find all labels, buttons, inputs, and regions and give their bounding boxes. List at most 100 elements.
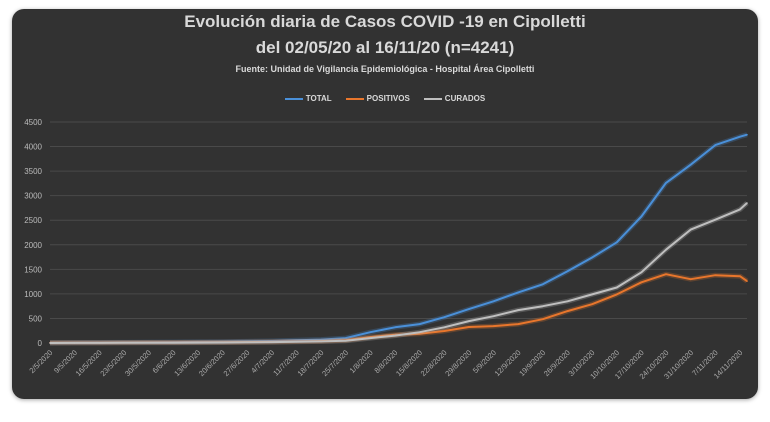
data-point-positivos [468, 326, 470, 328]
data-point-positivos [665, 273, 667, 276]
data-point-curados [542, 305, 544, 307]
data-point-total [689, 163, 692, 166]
data-point-total [369, 331, 372, 333]
data-point-curados [49, 342, 51, 344]
legend: TOTAL POSITIVOS CURADOS [0, 94, 770, 103]
series-glow-total [49, 132, 748, 346]
data-point-curados [172, 341, 175, 344]
y-tick-label: 0 [38, 339, 43, 348]
data-point-curados [566, 300, 569, 303]
y-tick-label: 4000 [24, 143, 42, 152]
data-point-total [468, 308, 470, 310]
x-tick-label: 30/5/2020 [123, 348, 153, 378]
data-point-curados [640, 271, 643, 274]
data-point-curados [443, 326, 446, 329]
legend-label: TOTAL [305, 94, 332, 103]
data-point-positivos [418, 332, 421, 335]
x-tick-label: 29/8/2020 [443, 348, 473, 378]
data-point-positivos [615, 293, 618, 296]
legend-item-curados: CURADOS [423, 94, 486, 103]
data-point-total [591, 256, 593, 259]
data-point-total [746, 133, 748, 136]
data-point-total [542, 283, 544, 286]
data-point-curados [591, 293, 593, 296]
series-glow-positivos [49, 271, 749, 346]
data-point-curados [320, 340, 322, 343]
chart-panel [12, 9, 758, 399]
data-point-curados [739, 208, 741, 211]
series-line-curados [49, 202, 748, 344]
data-point-curados [517, 309, 519, 311]
data-point-positivos [517, 323, 519, 325]
legend-label: CURADOS [444, 94, 486, 103]
series-line-total [49, 133, 748, 344]
data-point-curados [689, 228, 692, 231]
data-point-curados [344, 339, 347, 342]
data-point-curados [73, 342, 76, 344]
data-point-curados [98, 342, 101, 344]
data-point-curados [468, 320, 470, 322]
data-point-positivos [492, 325, 495, 327]
data-point-curados [221, 341, 224, 344]
data-point-positivos [591, 303, 593, 306]
data-point-total [739, 135, 741, 138]
data-point-curados [197, 341, 199, 344]
y-tick-label: 1500 [24, 265, 42, 274]
y-tick-label: 3000 [24, 192, 42, 201]
data-point-positivos [746, 280, 748, 282]
data-point-curados [123, 342, 125, 344]
data-point-curados [665, 248, 667, 251]
data-point-positivos [542, 318, 544, 320]
y-tick-label: 2500 [24, 216, 42, 225]
data-point-total [418, 323, 421, 325]
y-tick-label: 3500 [24, 167, 42, 176]
y-tick-label: 1000 [24, 290, 42, 299]
x-tick-label: 1/8/2020 [348, 348, 375, 375]
data-point-total [443, 316, 446, 319]
data-point-total [320, 338, 322, 341]
legend-swatch [284, 97, 303, 100]
data-point-curados [492, 315, 495, 318]
y-tick-label: 2000 [24, 241, 42, 250]
data-point-curados [615, 286, 618, 289]
chart-title: Evolución diaria de Casos COVID -19 en C… [184, 12, 586, 31]
data-point-total [714, 144, 717, 146]
data-point-total [665, 182, 667, 184]
data-point-total [344, 337, 347, 339]
legend-swatch [423, 97, 442, 100]
series-glow-curados [49, 201, 749, 346]
data-point-total [394, 326, 396, 329]
data-point-positivos [443, 330, 446, 332]
legend-item-total: TOTAL [284, 94, 332, 103]
data-point-total [492, 300, 495, 303]
legend-label: POSITIVOS [366, 94, 410, 103]
legend-swatch [345, 97, 364, 100]
y-tick-label: 500 [29, 314, 43, 323]
data-point-total [640, 215, 643, 218]
data-point-curados [394, 334, 396, 337]
legend-item-positivos: POSITIVOS [345, 94, 410, 103]
data-point-curados [270, 341, 273, 343]
data-point-positivos [714, 274, 717, 277]
x-tick-label: 2/5/2020 [27, 348, 54, 375]
data-point-total [566, 270, 569, 273]
y-tick-label: 4500 [24, 118, 42, 127]
chart-subtitle: del 02/05/20 al 16/11/20 (n=4241) [255, 38, 515, 57]
data-point-total [517, 291, 519, 294]
chart-source: Fuente: Unidad de Vigilancia Epidemiológ… [235, 64, 535, 74]
x-tick-label: 25/7/2020 [320, 348, 350, 378]
data-point-curados [418, 331, 421, 333]
data-point-curados [369, 337, 372, 339]
data-point-curados [295, 340, 298, 343]
data-point-positivos [566, 310, 569, 312]
data-point-positivos [739, 275, 741, 278]
data-point-positivos [640, 281, 643, 284]
data-point-curados [246, 341, 248, 344]
data-point-curados [746, 202, 748, 204]
data-point-total [615, 241, 618, 244]
data-point-curados [147, 341, 150, 344]
x-tick-label: 27/6/2020 [222, 348, 252, 378]
data-point-curados [714, 218, 717, 221]
data-point-positivos [689, 278, 692, 280]
